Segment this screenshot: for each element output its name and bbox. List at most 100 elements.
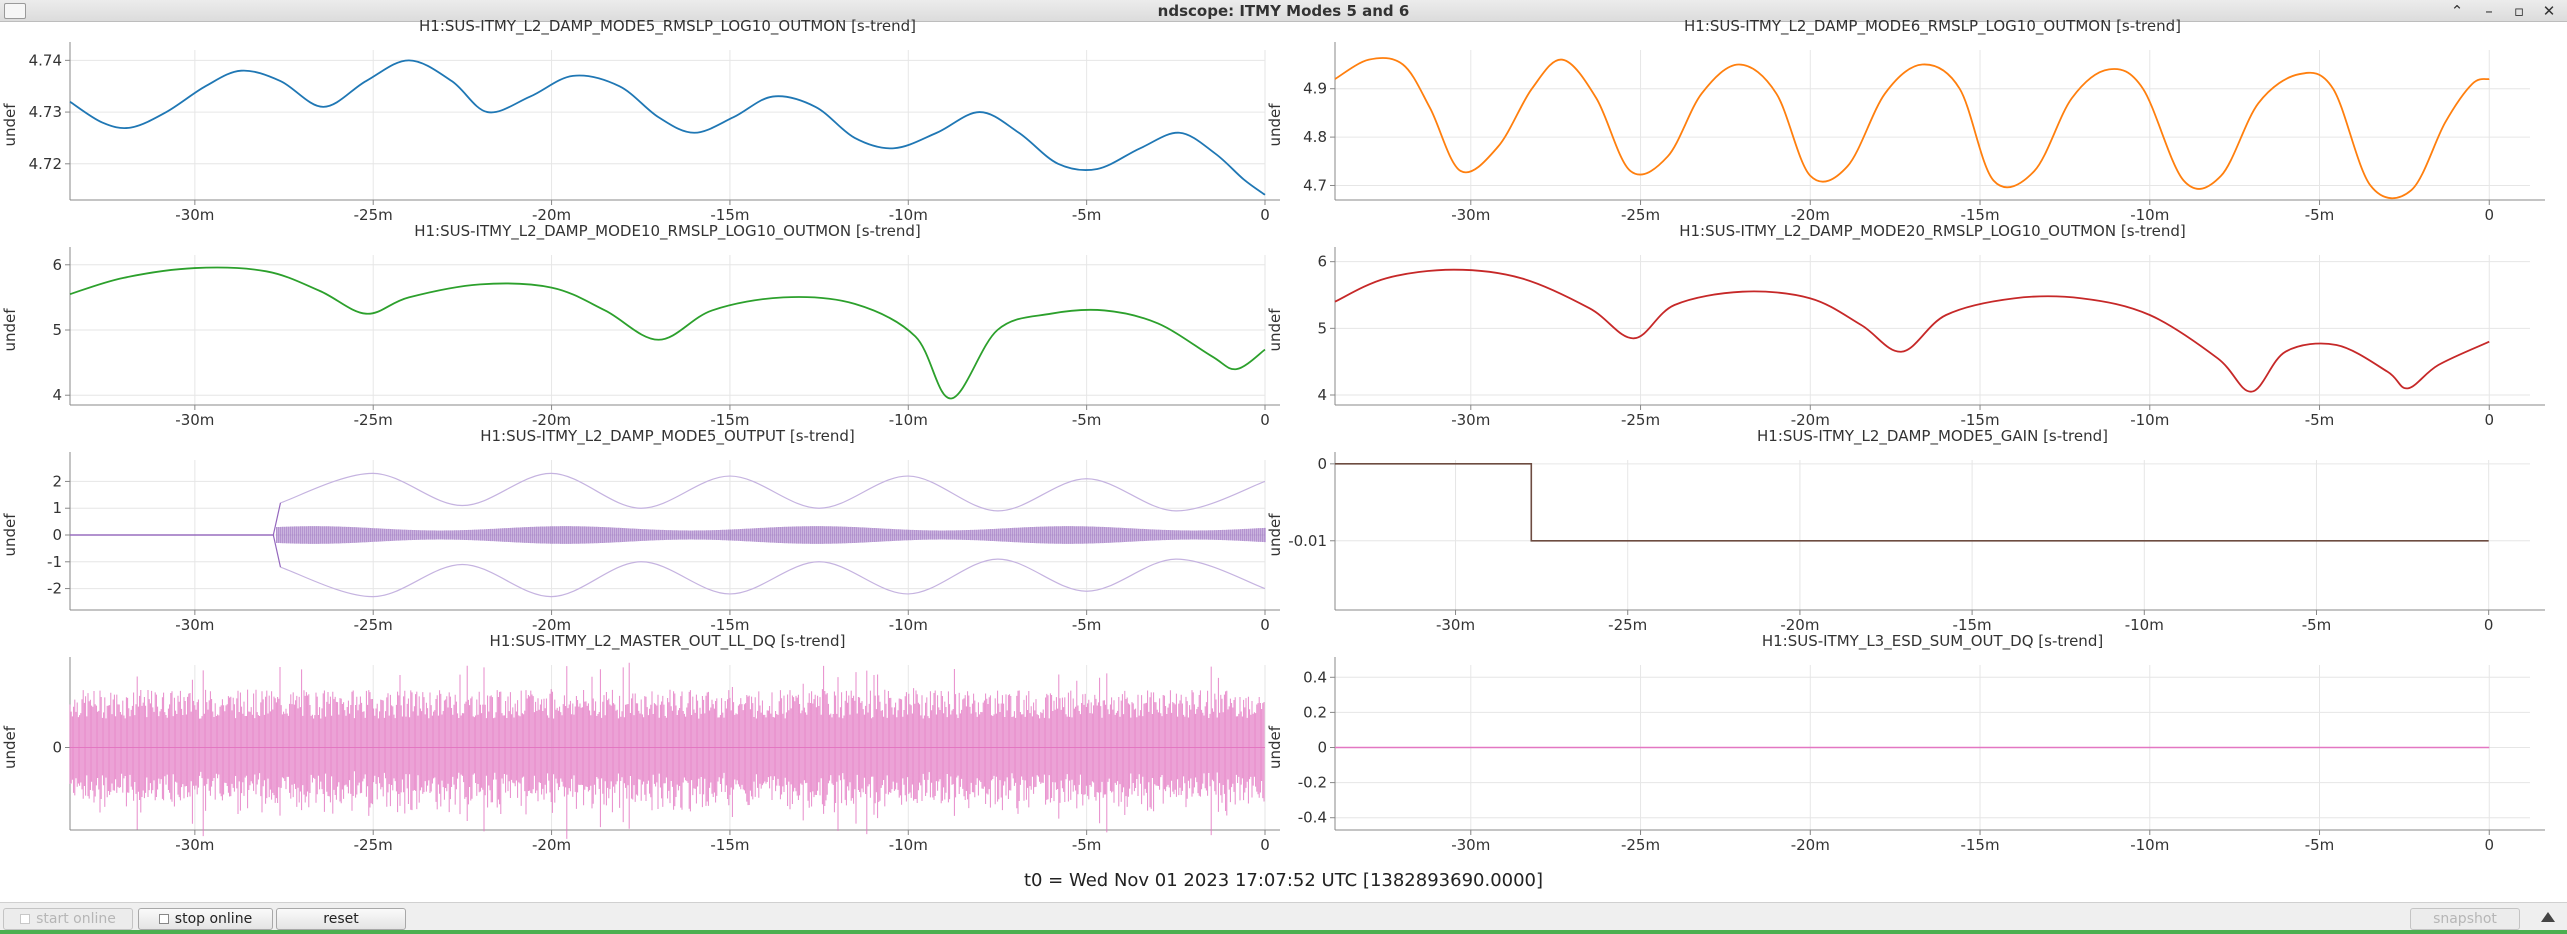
bottom-toolbar: start online stop online reset snapshot	[0, 902, 2567, 934]
y-tick-label: 4.74	[29, 51, 62, 69]
y-tick-label: -0.01	[1288, 532, 1327, 550]
t0-label: t0 = Wed Nov 01 2023 17:07:52 UTC [13828…	[1023, 870, 1544, 891]
y-tick-label: 4.7	[1303, 176, 1327, 194]
stop-online-label: stop online	[174, 911, 253, 927]
start-online-checkbox-icon	[20, 914, 31, 924]
x-tick-label: 0	[1260, 616, 1270, 634]
x-tick-label: -5m	[1072, 411, 1102, 429]
x-tick-label: -20m	[1791, 206, 1830, 224]
expand-arrow-icon[interactable]	[2541, 912, 2555, 922]
x-tick-label: -5m	[1072, 836, 1102, 854]
x-tick-label: -25m	[354, 616, 393, 634]
plot-svg[interactable]: H1:SUS-ITMY_L2_DAMP_MODE5_GAIN [s-trend]…	[0, 22, 2567, 934]
plot-svg[interactable]: H1:SUS-ITMY_L2_DAMP_MODE20_RMSLP_LOG10_O…	[0, 22, 2567, 934]
y-tick-label: 4	[52, 386, 62, 404]
x-tick-label: -30m	[175, 411, 214, 429]
x-tick-label: -5m	[1072, 616, 1102, 634]
x-tick-label: -20m	[1791, 411, 1830, 429]
y-axis-label: undef	[1266, 103, 1284, 147]
y-tick-label: 6	[1317, 253, 1327, 271]
x-tick-label: -10m	[889, 206, 928, 224]
y-tick-label: 0.2	[1303, 703, 1327, 721]
y-tick-label: 0	[52, 739, 62, 757]
snapshot-button[interactable]: snapshot	[2410, 908, 2520, 930]
x-tick-label: 0	[2484, 836, 2494, 854]
plot-title: H1:SUS-ITMY_L2_MASTER_OUT_LL_DQ [s-trend…	[490, 632, 846, 651]
x-tick-label: -15m	[710, 616, 749, 634]
x-tick-label: -30m	[175, 206, 214, 224]
plot-svg[interactable]: H1:SUS-ITMY_L2_DAMP_MODE10_RMSLP_LOG10_O…	[0, 22, 2567, 934]
x-tick-label: -5m	[2302, 616, 2332, 634]
start-online-button[interactable]: start online	[3, 908, 133, 930]
series-line	[1334, 57, 2490, 200]
y-axis-label: undef	[1, 308, 19, 352]
x-tick-label: -20m	[1791, 836, 1830, 854]
x-tick-label: -15m	[710, 411, 749, 429]
series-line	[69, 59, 1266, 196]
series-envelope	[280, 472, 1266, 512]
x-tick-label: -25m	[1621, 206, 1660, 224]
x-tick-label: -30m	[175, 836, 214, 854]
y-tick-label: 0	[52, 526, 62, 544]
y-tick-label: 5	[1317, 319, 1327, 337]
plot-svg[interactable]: H1:SUS-ITMY_L2_MASTER_OUT_LL_DQ [s-trend…	[0, 22, 2567, 934]
series-line	[69, 266, 1266, 400]
x-tick-label: -10m	[2130, 206, 2169, 224]
x-tick-label: -30m	[1451, 206, 1490, 224]
x-tick-label: -20m	[532, 616, 571, 634]
series-line	[70, 502, 282, 536]
plot-title: H1:SUS-ITMY_L2_DAMP_MODE5_GAIN [s-trend]	[1757, 427, 2108, 446]
x-tick-label: -5m	[2305, 836, 2335, 854]
x-tick-label: -30m	[175, 616, 214, 634]
x-tick-label: -10m	[2130, 836, 2169, 854]
y-tick-label: 5	[52, 321, 62, 339]
y-axis-label: undef	[1266, 308, 1284, 352]
y-tick-label: 4.8	[1303, 128, 1327, 146]
y-axis-label: undef	[1266, 513, 1284, 557]
y-tick-label: -0.4	[1298, 809, 1327, 827]
y-tick-label: 0	[1317, 739, 1327, 757]
x-tick-label: -30m	[1436, 616, 1475, 634]
x-tick-label: -20m	[1780, 616, 1819, 634]
maximize-window-icon[interactable]: ▫	[2513, 2, 2525, 20]
y-tick-label: -2	[47, 580, 62, 598]
series-envelope	[280, 558, 1266, 598]
x-tick-label: 0	[2484, 411, 2494, 429]
y-tick-label: 2	[52, 472, 62, 490]
y-axis-label: undef	[1, 725, 19, 769]
x-tick-label: -25m	[354, 411, 393, 429]
stop-online-checkbox-icon	[158, 914, 169, 924]
x-tick-label: -5m	[2305, 206, 2335, 224]
y-tick-label: 4	[1317, 386, 1327, 404]
y-tick-label: -0.2	[1298, 774, 1327, 792]
plot-title: H1:SUS-ITMY_L2_DAMP_MODE20_RMSLP_LOG10_O…	[1679, 222, 2186, 241]
x-tick-label: 0	[1260, 836, 1270, 854]
stop-online-button[interactable]: stop online	[138, 908, 273, 930]
plot-title: H1:SUS-ITMY_L2_DAMP_MODE10_RMSLP_LOG10_O…	[414, 222, 921, 241]
x-tick-label: -30m	[1451, 836, 1490, 854]
plot-svg[interactable]: H1:SUS-ITMY_L2_DAMP_MODE6_RMSLP_LOG10_OU…	[0, 17, 2567, 934]
x-tick-label: -10m	[2130, 411, 2169, 429]
x-tick-label: -10m	[889, 836, 928, 854]
plot-svg[interactable]: H1:SUS-ITMY_L2_DAMP_MODE5_RMSLP_LOG10_OU…	[0, 17, 2567, 934]
x-tick-label: -15m	[1960, 411, 1999, 429]
window-menu-icon[interactable]	[4, 3, 26, 19]
close-window-icon[interactable]: ✕	[2542, 2, 2556, 20]
y-tick-label: 4.73	[29, 103, 62, 121]
y-tick-label: -1	[47, 553, 62, 571]
plot-grid: H1:SUS-ITMY_L2_DAMP_MODE5_RMSLP_LOG10_OU…	[0, 17, 2567, 934]
shade-window-icon[interactable]: ⌃	[2450, 2, 2464, 20]
x-tick-label: -30m	[1451, 411, 1490, 429]
plot-svg[interactable]: H1:SUS-ITMY_L3_ESD_SUM_OUT_DQ [s-trend]-…	[0, 22, 2567, 934]
reset-button[interactable]: reset	[276, 908, 406, 930]
x-tick-label: -25m	[1621, 836, 1660, 854]
start-online-label: start online	[36, 911, 116, 927]
x-tick-label: -5m	[2305, 411, 2335, 429]
y-tick-label: 4.72	[29, 155, 62, 173]
plot-title: H1:SUS-ITMY_L2_DAMP_MODE5_OUTPUT [s-tren…	[480, 427, 855, 446]
x-tick-label: -25m	[1621, 411, 1660, 429]
window-titlebar: ndscope: ITMY Modes 5 and 6 ⌃ – ▫ ✕	[0, 0, 2567, 22]
status-strip	[0, 930, 2567, 934]
minimize-window-icon[interactable]: –	[2485, 2, 2493, 20]
plot-svg[interactable]: H1:SUS-ITMY_L2_DAMP_MODE5_OUTPUT [s-tren…	[0, 22, 2567, 934]
